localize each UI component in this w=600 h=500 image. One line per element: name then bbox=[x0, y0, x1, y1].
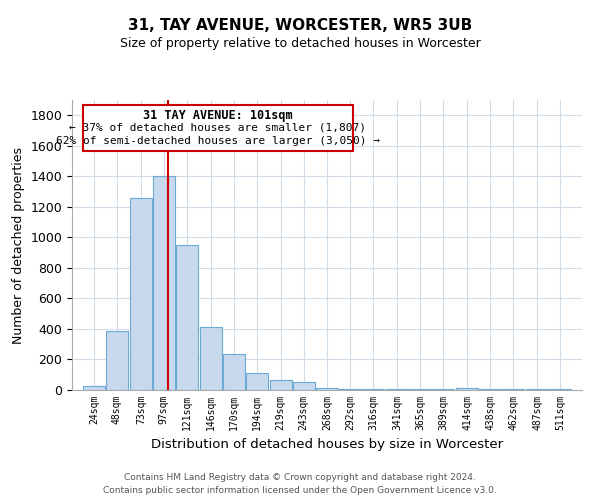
Bar bbox=[432, 389, 454, 390]
Text: 31, TAY AVENUE, WORCESTER, WR5 3UB: 31, TAY AVENUE, WORCESTER, WR5 3UB bbox=[128, 18, 472, 32]
X-axis label: Distribution of detached houses by size in Worcester: Distribution of detached houses by size … bbox=[151, 438, 503, 452]
Bar bbox=[130, 198, 152, 390]
Bar bbox=[502, 389, 524, 390]
Bar bbox=[200, 326, 222, 390]
Bar bbox=[362, 389, 385, 390]
Text: ← 37% of detached houses are smaller (1,807): ← 37% of detached houses are smaller (1,… bbox=[70, 122, 367, 132]
Text: 62% of semi-detached houses are larger (3,050) →: 62% of semi-detached houses are larger (… bbox=[56, 136, 380, 146]
Bar bbox=[549, 389, 571, 390]
Bar bbox=[316, 388, 338, 390]
Bar bbox=[245, 373, 268, 390]
Bar bbox=[293, 382, 314, 390]
Bar bbox=[386, 389, 409, 390]
Bar bbox=[409, 389, 431, 390]
Bar bbox=[153, 176, 175, 390]
Text: 31 TAY AVENUE: 101sqm: 31 TAY AVENUE: 101sqm bbox=[143, 109, 293, 122]
Bar bbox=[106, 331, 128, 390]
Text: Contains HM Land Registry data © Crown copyright and database right 2024.
Contai: Contains HM Land Registry data © Crown c… bbox=[103, 474, 497, 495]
Bar bbox=[479, 389, 501, 390]
Bar bbox=[223, 354, 245, 390]
Bar bbox=[269, 380, 292, 390]
Bar bbox=[176, 245, 198, 390]
Bar bbox=[83, 386, 105, 390]
Bar bbox=[340, 389, 361, 390]
Bar bbox=[526, 389, 548, 390]
Y-axis label: Number of detached properties: Number of detached properties bbox=[12, 146, 25, 344]
Text: Size of property relative to detached houses in Worcester: Size of property relative to detached ho… bbox=[119, 38, 481, 51]
Bar bbox=[456, 388, 478, 390]
Bar bbox=[83, 104, 353, 151]
